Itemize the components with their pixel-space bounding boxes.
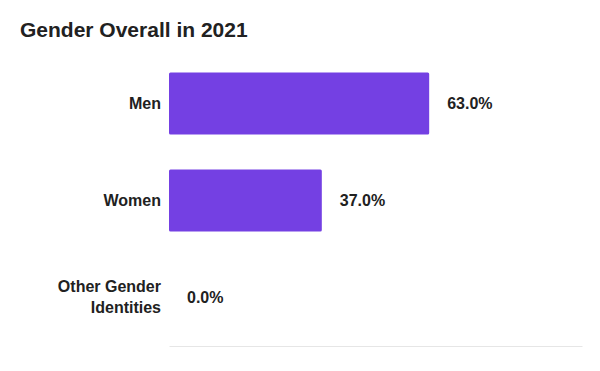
title: Gender Overall in 2021 — [20, 18, 248, 41]
bar — [169, 72, 429, 134]
bars — [169, 72, 429, 231]
chart: Gender Overall in 2021 Men Women Other Gend… — [0, 0, 600, 371]
bar — [169, 266, 170, 328]
x-axis — [170, 346, 583, 347]
data-labels: 63.0% 37.0% 0.0% — [187, 95, 493, 306]
y-tick-label-line: Identities — [91, 299, 161, 316]
y-tick-label: Men — [129, 95, 161, 112]
y-tick-label: Women — [104, 192, 161, 209]
y-axis: Men Women Other Gender Identities — [58, 95, 161, 317]
data-label: 37.0% — [340, 192, 385, 209]
y-tick-label-line: Other Gender — [58, 278, 161, 295]
data-label: 63.0% — [447, 95, 492, 112]
y-tick: Other Gender Identities — [58, 278, 161, 317]
y-tick: Men — [129, 95, 161, 112]
data-label: 0.0% — [187, 289, 223, 306]
y-tick-label: Other Gender Identities — [58, 278, 161, 317]
x-axis-line — [170, 346, 583, 347]
bar — [169, 169, 322, 231]
y-tick: Women — [104, 192, 161, 209]
